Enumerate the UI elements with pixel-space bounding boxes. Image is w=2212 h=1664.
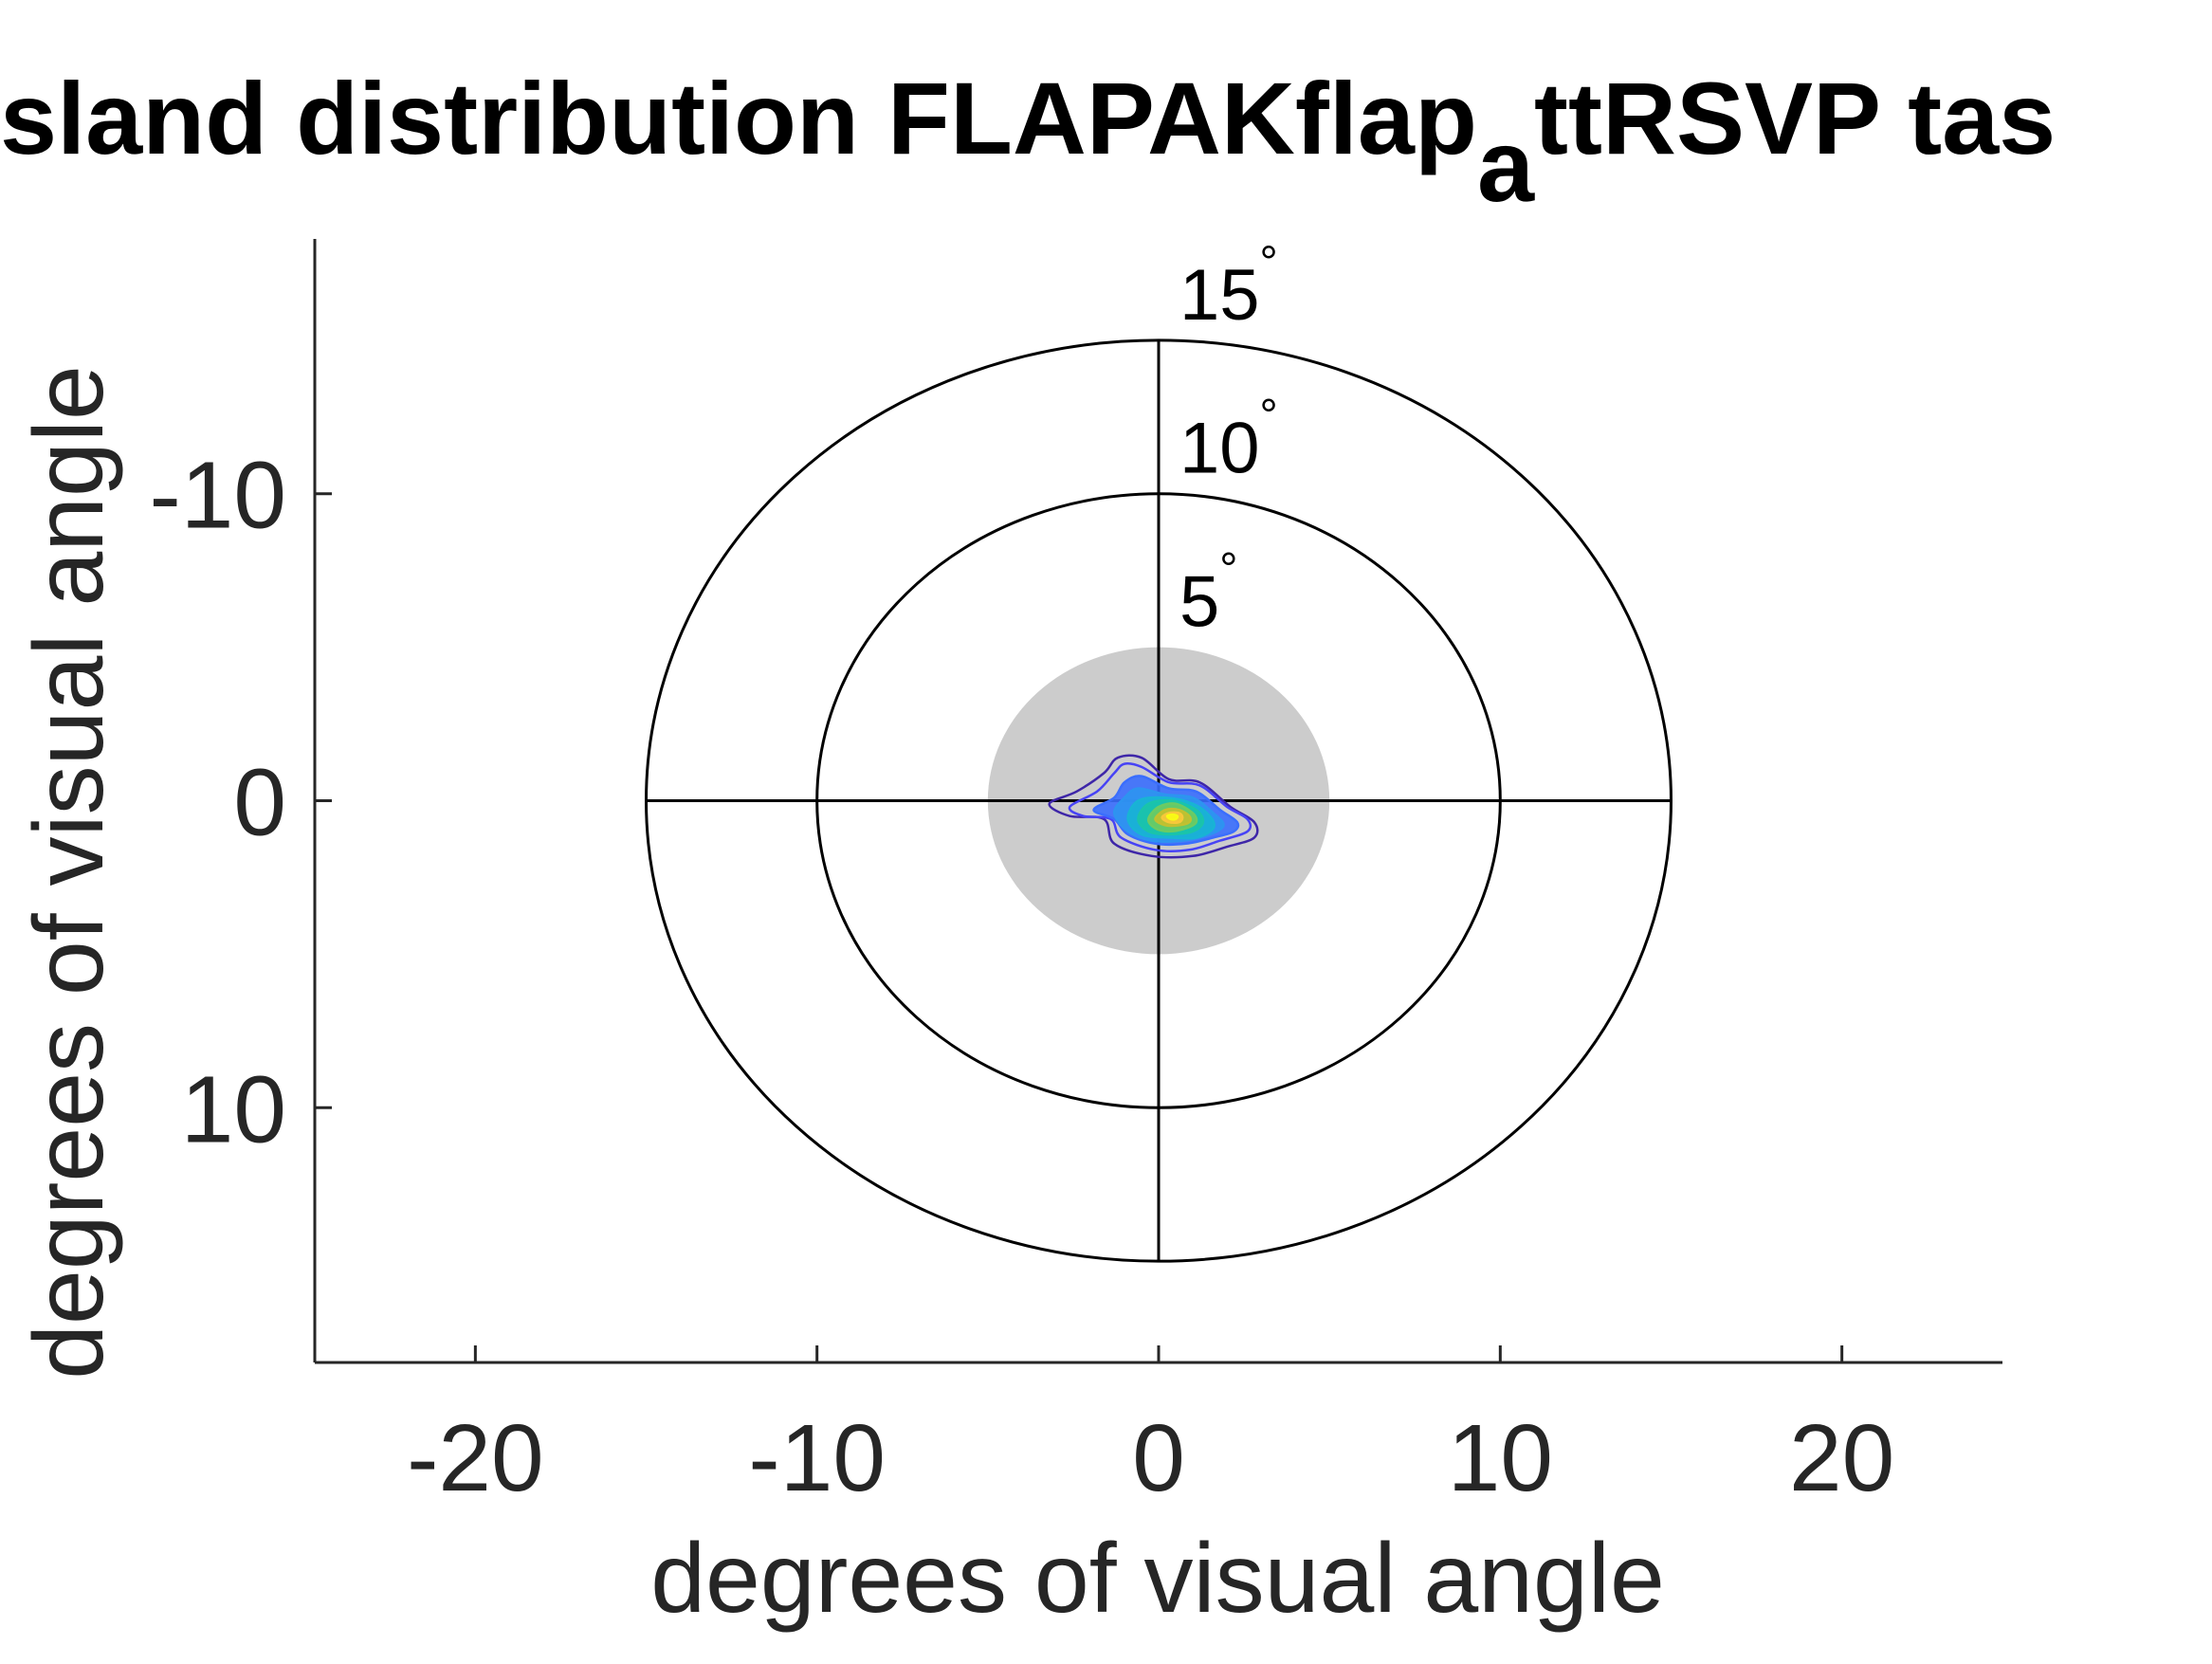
contour-level-1 bbox=[1048, 754, 1259, 859]
x-tick-label-4: 20 bbox=[1789, 1405, 1894, 1511]
x-axis-label: degrees of visual angle bbox=[650, 1524, 1665, 1634]
x-tick-label-2: 0 bbox=[1132, 1405, 1185, 1511]
ring-label-10: 10° bbox=[1179, 392, 1278, 489]
axes: -20 -10 0 10 20 -10 0 10 bbox=[149, 239, 2002, 1511]
x-tick-label-0: -20 bbox=[407, 1405, 544, 1511]
title-suffix: ttRSVP tas bbox=[1534, 61, 2056, 175]
y-axis-label: degrees of visual angle bbox=[14, 365, 124, 1380]
y-tick-label-2: 10 bbox=[181, 1056, 286, 1162]
x-tick-label-3: 10 bbox=[1448, 1405, 1553, 1511]
x-tick-label-1: -10 bbox=[748, 1405, 886, 1511]
contour-level-2 bbox=[1068, 761, 1252, 852]
y-tick-label-1: 0 bbox=[233, 750, 286, 856]
y-tick-label-0: -10 bbox=[149, 443, 286, 549]
ring-label-5: 5° bbox=[1179, 545, 1237, 643]
plot-area: 5° 10° 15° bbox=[645, 238, 1673, 1263]
chart-title: sland distribution FLAPAKflapattRSVP tas bbox=[0, 61, 2056, 223]
title-subscript: a bbox=[1477, 108, 1535, 223]
ring-label-15: 15° bbox=[1179, 238, 1278, 336]
title-prefix: sland distribution FLAPAKflap bbox=[0, 61, 1477, 175]
contour-level-10 bbox=[1165, 813, 1179, 821]
svg-text:sland distribution FLAPAKflapa: sland distribution FLAPAKflapattRSVP tas bbox=[0, 61, 2056, 223]
